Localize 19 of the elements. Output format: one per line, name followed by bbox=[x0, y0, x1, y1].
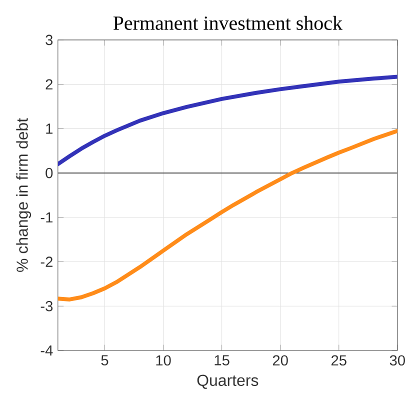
x-tick-label: 30 bbox=[390, 355, 405, 366]
y-tick-label: 3 bbox=[46, 34, 53, 45]
x-tick-label: 25 bbox=[331, 355, 346, 366]
x-tick-label: 10 bbox=[156, 355, 171, 366]
y-tick-label: -3 bbox=[40, 300, 53, 312]
y-tick-label: 2 bbox=[46, 79, 52, 90]
line-series bbox=[58, 74, 398, 166]
line-series bbox=[58, 128, 398, 302]
y-tick-label: 1 bbox=[46, 123, 53, 134]
x-tick-label: 5 bbox=[101, 355, 108, 366]
y-axis-title: % change in firm debt bbox=[16, 118, 32, 272]
y-tick-label: -2 bbox=[40, 256, 52, 267]
y-tick-label: -1 bbox=[40, 212, 53, 222]
y-tick-label: 0 bbox=[46, 168, 53, 178]
chart-title: Permanent investment shock bbox=[113, 16, 342, 30]
x-tick-label: 15 bbox=[214, 355, 230, 366]
x-tick-label: 20 bbox=[272, 355, 288, 366]
x-axis-title: Quarters bbox=[197, 374, 258, 389]
y-tick-label: -4 bbox=[40, 345, 53, 356]
